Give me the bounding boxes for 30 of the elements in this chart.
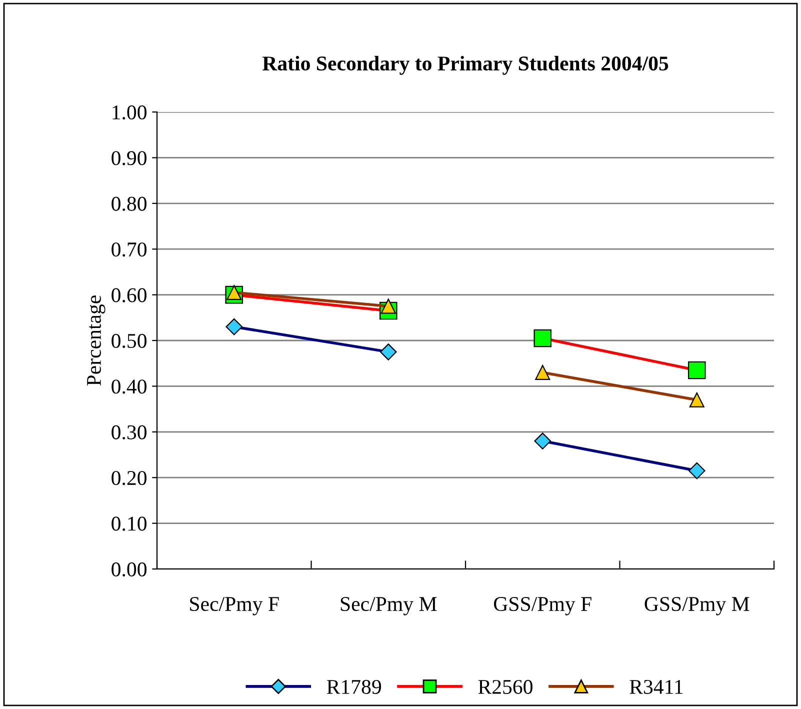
x-tick-label: GSS/Pmy M <box>644 597 750 616</box>
point <box>534 329 552 348</box>
y-tick-label: 0.40 <box>112 380 146 394</box>
x-tick-label: Sec/Pmy M <box>340 597 437 616</box>
point <box>534 432 552 450</box>
chart-title: Ratio Secondary to Primary Students 2004/05 <box>262 56 668 75</box>
x-tick-label: Sec/Pmy F <box>190 597 279 616</box>
point <box>380 344 397 360</box>
y-tick-label: 0.70 <box>112 242 146 257</box>
y-tick-label: 0.30 <box>112 425 146 440</box>
legend-label: R2560 <box>478 680 532 694</box>
y-tick-label: 0.10 <box>112 516 146 531</box>
x-tick-label: GSS/Pmy F <box>494 597 592 616</box>
point <box>689 392 704 408</box>
y-tick-label: 1.00 <box>112 105 146 120</box>
y-tick-label: 0.00 <box>112 562 146 577</box>
legend-label: R1789 <box>326 680 382 694</box>
y-tick-label: 0.20 <box>112 470 146 486</box>
y-axis-title: Percentage <box>87 296 106 386</box>
point <box>380 298 396 314</box>
point <box>226 285 242 300</box>
y-tick-label: 0.60 <box>112 288 146 302</box>
y-tick-label: 0.90 <box>112 151 146 166</box>
legend-label: R3411 <box>630 680 683 694</box>
point <box>535 364 550 380</box>
y-tick-label: 0.50 <box>112 334 146 348</box>
point <box>226 318 243 336</box>
point <box>688 462 706 480</box>
y-tick-label: 0.80 <box>112 196 146 211</box>
point <box>688 361 706 380</box>
